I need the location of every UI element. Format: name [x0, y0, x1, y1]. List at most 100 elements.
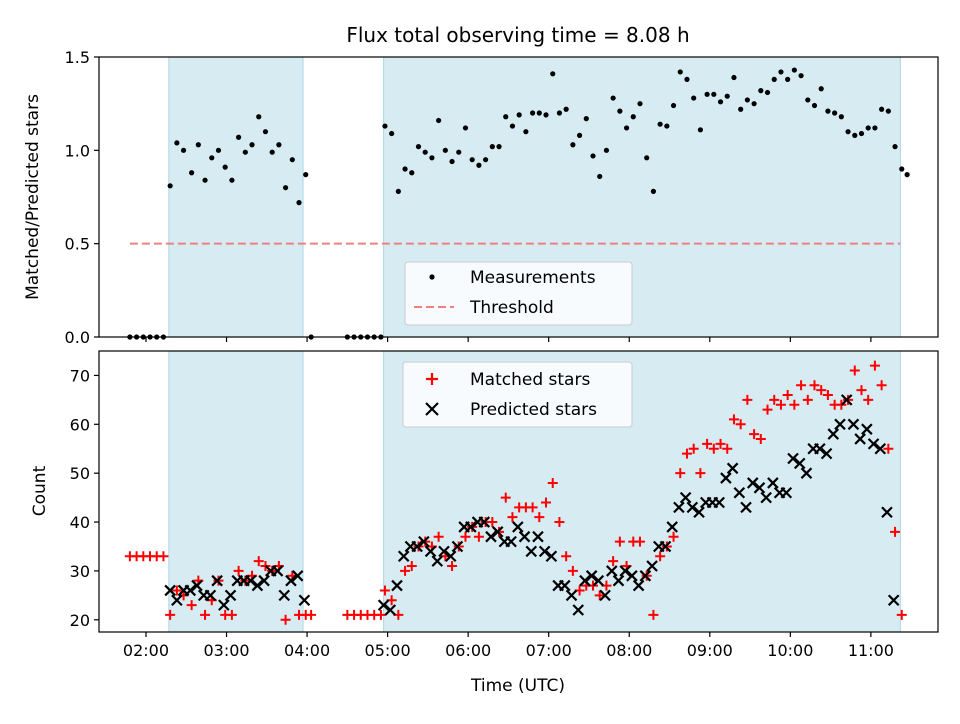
data-point — [767, 477, 779, 489]
legend-label: Measurements — [470, 268, 596, 288]
data-point — [545, 550, 558, 563]
data-point — [191, 579, 203, 592]
data-point — [612, 574, 625, 587]
data-point — [204, 589, 217, 602]
data-point — [280, 614, 291, 625]
data-point — [400, 565, 411, 576]
data-point — [538, 545, 551, 558]
data-point — [200, 609, 211, 620]
data-point — [659, 540, 672, 553]
x-tick-label: 09:00 — [687, 641, 733, 660]
data-point — [854, 433, 866, 445]
data-point — [684, 76, 690, 82]
data-point — [872, 125, 878, 131]
data-point — [634, 536, 645, 547]
data-point — [650, 188, 657, 194]
data-point — [693, 506, 705, 519]
y-tick-label: 40 — [70, 513, 90, 532]
data-point — [742, 394, 753, 405]
data-point — [655, 551, 666, 562]
data-point — [610, 95, 616, 101]
data-point — [296, 200, 302, 206]
chart-title: Flux total observing time = 8.08 h — [346, 23, 689, 47]
data-point — [215, 147, 222, 153]
data-point — [395, 188, 401, 194]
data-point — [744, 97, 750, 103]
data-point — [722, 443, 733, 454]
data-point — [180, 147, 187, 153]
data-point — [670, 102, 677, 109]
data-point — [708, 443, 719, 454]
data-point — [218, 599, 230, 611]
y-tick-label: 70 — [70, 366, 90, 385]
data-point — [518, 530, 531, 543]
x-tick-label: 10:00 — [767, 641, 813, 660]
x-tick-label: 06:00 — [445, 641, 491, 660]
data-point — [885, 108, 891, 114]
data-point — [415, 144, 422, 150]
data-point — [165, 609, 176, 620]
data-point — [834, 418, 846, 431]
data-point — [559, 579, 571, 592]
data-point — [666, 521, 678, 533]
data-point — [532, 530, 544, 543]
data-point — [657, 121, 663, 127]
data-point — [637, 101, 643, 107]
data-point — [717, 99, 724, 105]
legend-label: Predicted stars — [470, 400, 597, 420]
data-point — [500, 492, 511, 503]
data-point — [865, 125, 871, 131]
data-point — [529, 110, 536, 116]
data-point — [229, 177, 235, 183]
data-point — [249, 142, 255, 148]
data-point — [451, 540, 464, 553]
data-point — [485, 530, 497, 543]
data-point — [720, 472, 732, 484]
data-point — [827, 428, 840, 440]
data-point — [447, 561, 458, 572]
data-point — [306, 609, 317, 620]
data-point — [186, 600, 197, 611]
data-point — [681, 448, 692, 459]
data-point — [632, 579, 645, 592]
data-point — [260, 561, 271, 572]
data-point — [534, 512, 545, 523]
data-point — [887, 594, 900, 607]
data-point — [755, 433, 766, 444]
data-point — [189, 170, 195, 176]
data-point — [523, 129, 529, 135]
x-tick-label: 03:00 — [203, 641, 249, 660]
data-point — [849, 365, 860, 376]
data-point — [271, 565, 284, 577]
data-point — [876, 380, 887, 391]
data-point — [291, 570, 304, 582]
data-point — [397, 550, 410, 563]
data-point — [883, 443, 894, 454]
data-point — [211, 574, 223, 587]
data-point — [677, 69, 683, 75]
data-point — [769, 394, 780, 405]
data-point — [525, 545, 538, 558]
x-tick-label: 05:00 — [365, 641, 411, 660]
data-point — [377, 599, 390, 611]
data-point — [811, 102, 818, 109]
data-point — [793, 457, 806, 470]
x-axis-label: Time (UTC) — [470, 676, 565, 696]
data-point — [391, 579, 403, 592]
legend-marker-x — [425, 402, 439, 416]
data-point — [904, 172, 910, 178]
data-point — [863, 394, 874, 405]
data-point — [735, 419, 746, 430]
x-ticks — [145, 337, 872, 342]
data-point — [409, 170, 415, 176]
data-point — [503, 114, 509, 120]
data-point — [874, 442, 887, 455]
data-point — [805, 97, 811, 103]
data-point — [298, 594, 311, 607]
data-point — [809, 380, 820, 391]
data-point — [429, 155, 435, 161]
data-point — [541, 497, 552, 508]
data-point — [822, 389, 833, 400]
data-point — [567, 565, 578, 576]
